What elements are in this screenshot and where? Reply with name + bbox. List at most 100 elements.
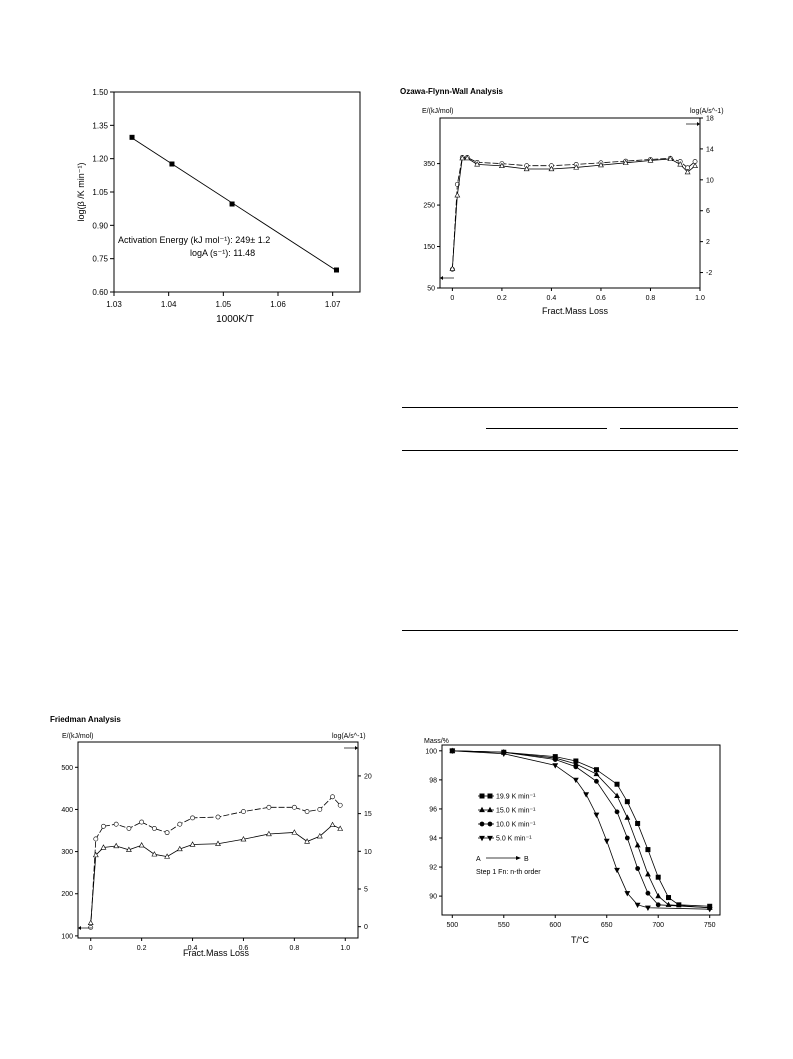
left-tick-label: 500	[61, 765, 73, 772]
x-tick-label: 1.03	[106, 300, 122, 309]
mass-data-point	[624, 799, 630, 805]
legend-label: 10.0 K min⁻¹	[496, 822, 536, 829]
y-axis-label: Mass/%	[424, 738, 449, 745]
right-axis-data-point	[240, 836, 247, 842]
step-annotation: Step 1 Fn: n-th order	[476, 869, 541, 876]
right-axis-data-point	[316, 833, 323, 839]
arrow-head	[78, 926, 81, 930]
left-tick-label: 100	[61, 933, 73, 940]
right-tick-label: 2	[706, 239, 710, 246]
x-tick-label: 1.0	[695, 295, 705, 302]
x-tick-label: 650	[601, 922, 613, 929]
legend-marker	[487, 821, 493, 827]
data-point	[229, 201, 235, 207]
mass-data-point	[645, 905, 651, 911]
right-axis-data-point	[647, 157, 654, 163]
right-axis-data-point	[304, 838, 310, 844]
x-tick-label: 550	[498, 922, 510, 929]
mass-data-point	[614, 809, 620, 815]
data-point	[129, 134, 135, 140]
left-axis-data-point	[304, 809, 310, 814]
mass-data-point	[655, 892, 662, 899]
right-axis-data-point	[523, 165, 530, 172]
mass-data-point	[634, 842, 641, 848]
left-tick-label: 150	[423, 244, 435, 251]
right-axis-data-point	[266, 830, 272, 837]
right-axis-data-point	[684, 168, 691, 175]
left-axis-data-point	[126, 826, 132, 831]
mass-data-point	[594, 778, 599, 784]
y-tick-label: 92	[429, 865, 437, 872]
left-axis-series-line	[90, 796, 341, 928]
right-axis-data-point	[474, 161, 481, 167]
right-axis-data-point	[176, 845, 183, 852]
right-axis-data-point	[291, 829, 298, 835]
x-tick-label: 0.2	[137, 945, 147, 952]
x-axis-label: T/°C	[571, 935, 590, 945]
mass-data-point	[593, 812, 600, 818]
right-axis-data-point	[667, 155, 674, 162]
right-axis-data-point	[677, 161, 684, 167]
left-axis-data-point	[215, 814, 221, 820]
mass-data-point	[583, 792, 590, 798]
mass-data-point	[676, 902, 682, 908]
mass-data-point	[624, 814, 631, 820]
left-axis-data-point	[330, 794, 335, 800]
mass-data-point	[624, 891, 631, 897]
loga-annotation: logA (s⁻¹): 11.48	[190, 248, 255, 258]
right-tick-label: -2	[706, 270, 712, 277]
annotation-b: B	[524, 856, 529, 863]
left-axis-data-point	[113, 821, 119, 827]
x-tick-label: 0.8	[289, 945, 299, 952]
mass-data-point	[573, 764, 579, 770]
y-tick-label: 90	[429, 894, 437, 901]
chart-title: Ozawa-Flynn-Wall Analysis	[400, 87, 504, 96]
legend-label: 5.0 K min⁻¹	[496, 836, 532, 843]
mass-data-point	[552, 763, 559, 769]
left-axis-data-point	[190, 815, 195, 821]
right-axis-data-point	[464, 154, 471, 161]
mass-data-point	[614, 867, 620, 874]
left-axis-data-point	[266, 804, 272, 810]
legend-marker	[487, 835, 493, 842]
y-tick-label: 100	[425, 748, 437, 755]
left-axis-data-point	[101, 823, 106, 829]
right-axis-data-point	[454, 192, 461, 198]
right-axis-data-point	[92, 851, 99, 858]
right-axis-data-point	[87, 919, 94, 926]
data-point	[169, 161, 175, 167]
mass-data-point	[624, 835, 630, 841]
right-axis-label: log(A/s^-1)	[690, 108, 724, 115]
arrow-head	[355, 746, 358, 750]
right-tick-label: 6	[706, 208, 710, 215]
legend-marker	[487, 793, 493, 799]
legend-marker	[479, 821, 485, 827]
plot-frame	[441, 744, 721, 916]
mass-data-point	[645, 890, 651, 896]
legend-marker	[487, 806, 493, 813]
chart-title: Friedman Analysis	[50, 715, 121, 724]
x-tick-label: 750	[704, 922, 716, 929]
legend-marker	[479, 793, 485, 799]
table-bottom-rule	[402, 630, 738, 631]
right-axis-data-point	[126, 846, 132, 852]
x-tick-label: 0	[89, 945, 93, 952]
x-axis-label: 1000K/T	[216, 314, 254, 325]
y-tick-label: 0.75	[92, 255, 108, 264]
right-axis-data-point	[449, 265, 456, 271]
right-axis-data-point	[598, 161, 604, 168]
friedman-chart: Friedman Analysis E/(kJ/mol) log(A/s^-1)…	[50, 715, 372, 958]
right-axis-data-point	[100, 844, 107, 850]
mass-data-point	[655, 902, 661, 908]
right-tick-label: 5	[364, 887, 368, 894]
arrow-head	[440, 276, 443, 280]
mass-curve	[452, 750, 710, 909]
left-tick-label: 250	[423, 203, 435, 210]
mass-data-point	[593, 770, 600, 777]
right-axis-data-point	[459, 154, 466, 161]
mass-data-point	[645, 871, 651, 877]
right-axis-data-point	[573, 164, 580, 170]
x-tick-label: 1.05	[216, 300, 232, 309]
mass-data-point	[645, 847, 651, 853]
mass-data-point	[634, 902, 641, 909]
